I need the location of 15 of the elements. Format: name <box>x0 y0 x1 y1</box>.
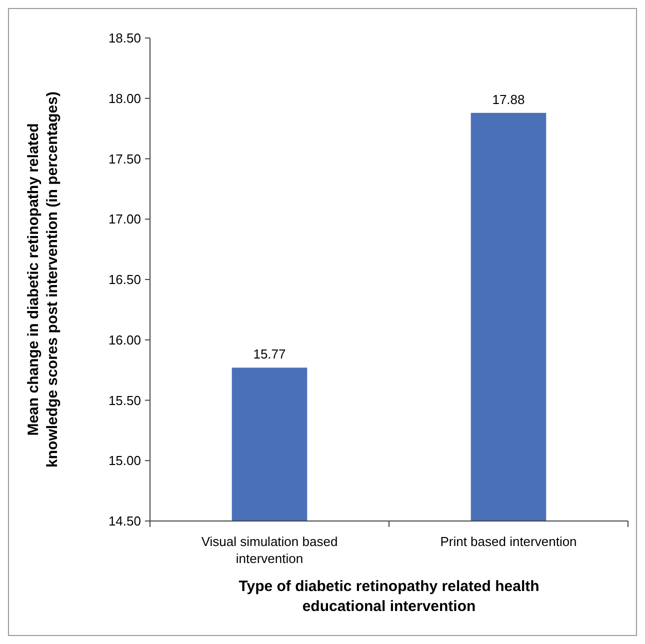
x-axis-title: Type of diabetic retinopathy related health educational intervention <box>238 578 540 615</box>
y-tick-label: 18.00 <box>108 90 141 106</box>
y-axis-title: Mean change in diabetic retinopathy related knowledge scores post intervention (in percentages) <box>25 92 61 468</box>
x-tick-label: Print based intervention <box>440 534 577 549</box>
y-tick-label: 18.50 <box>108 30 141 46</box>
y-tick-label: 15.50 <box>108 392 141 408</box>
data-label: 17.88 <box>492 92 525 107</box>
y-tick-label: 14.50 <box>108 514 141 529</box>
data-label: 15.77 <box>253 346 286 362</box>
y-tick-label: 15.00 <box>108 453 141 468</box>
y-tick-label: 17.00 <box>108 212 141 227</box>
y-tick-label: 17.50 <box>108 151 141 166</box>
x-tick-label: Visual simulation based intervention <box>201 534 338 566</box>
y-tick-label: 16.50 <box>108 272 141 288</box>
y-tick-label: 16.00 <box>108 332 141 348</box>
